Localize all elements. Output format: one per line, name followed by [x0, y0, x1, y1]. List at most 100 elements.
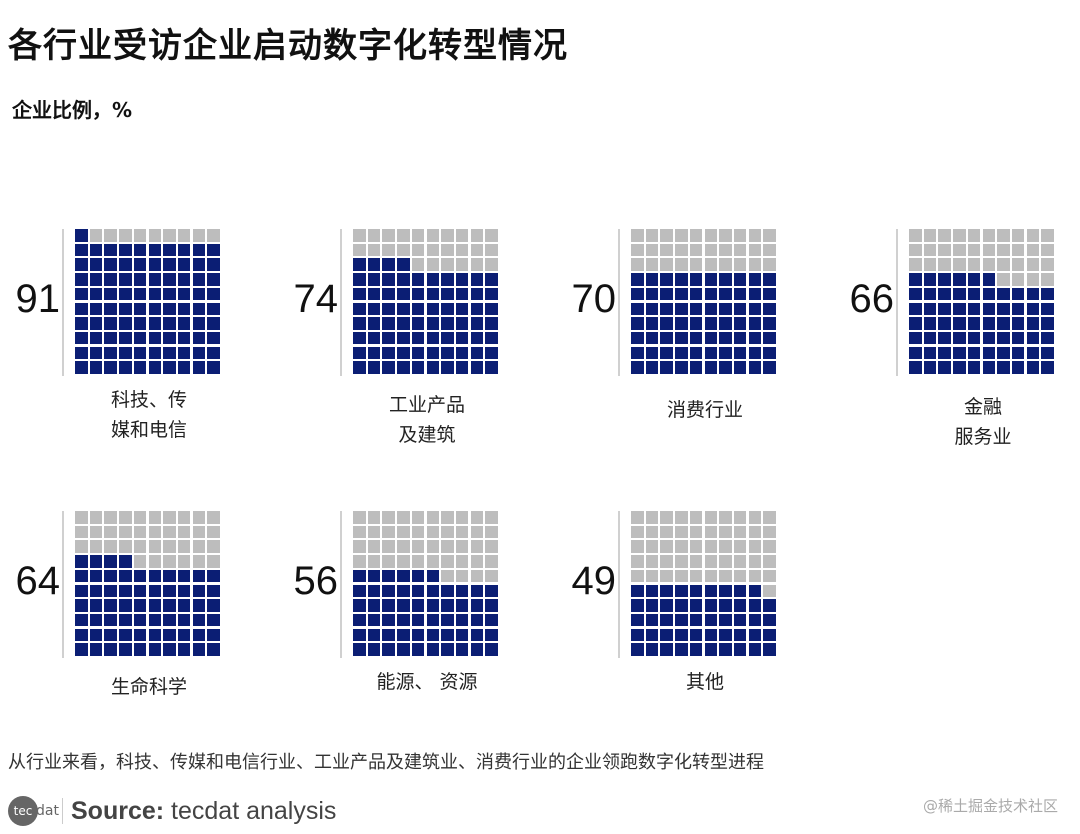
waffle-cell-filled [104, 628, 117, 642]
waffle-cell-empty [397, 525, 410, 539]
waffle-cell-empty [689, 569, 703, 583]
waffle-cell-filled [455, 613, 469, 627]
waffle-cell-empty [631, 511, 644, 524]
waffle-cell-filled [192, 273, 206, 286]
waffle-cell-filled [367, 613, 381, 627]
waffle-cell-empty [411, 555, 425, 568]
waffle-cell-filled [631, 317, 644, 330]
waffle-cell-empty [470, 229, 484, 242]
waffle-cell-empty [192, 229, 206, 242]
waffle-cell-filled [382, 569, 395, 583]
waffle-cell-empty [353, 555, 366, 568]
waffle-cell-empty [441, 229, 454, 242]
waffle-cell-filled [704, 613, 718, 627]
waffle-cell-filled [104, 599, 117, 612]
waffle-cell-filled [997, 346, 1010, 360]
waffle-cell-empty [397, 229, 410, 242]
waffle-cell-empty [192, 540, 206, 553]
waffle-cell-empty [397, 540, 410, 553]
waffle-cell-filled [485, 628, 498, 642]
waffle-cell-empty [675, 555, 688, 568]
waffle-cell-filled [382, 331, 395, 345]
waffle-cell-filled [748, 273, 762, 286]
waffle-cell-empty [660, 525, 673, 539]
waffle-cell-empty [192, 511, 206, 524]
waffle-cell-filled [192, 613, 206, 627]
waffle-cell-empty [163, 555, 176, 568]
waffle-cell-filled [997, 317, 1010, 330]
waffle-cell-empty [733, 525, 747, 539]
waffle-cell-filled [441, 584, 454, 598]
waffle-cell-filled [119, 555, 132, 568]
waffle-cell-filled [104, 258, 117, 271]
waffle-cell-empty [133, 511, 147, 524]
waffle-cell-filled [89, 584, 103, 598]
waffle-cell-filled [353, 302, 366, 316]
waffle-cell-filled [470, 331, 484, 345]
waffle-cell-empty [675, 229, 688, 242]
waffle-cell-filled [382, 346, 395, 360]
waffle-cell-filled [426, 346, 440, 360]
waffle-cell-filled [367, 361, 381, 374]
divider [340, 229, 342, 376]
waffle-cell-filled [353, 569, 366, 583]
waffle-cell-empty [163, 229, 176, 242]
waffle-cell-empty [660, 569, 673, 583]
waffle-cell-filled [133, 361, 147, 374]
waffle-cell-filled [411, 628, 425, 642]
waffle-cell-filled [645, 302, 659, 316]
waffle-cell-empty [704, 229, 718, 242]
waffle-cell-filled [411, 317, 425, 330]
waffle-cell-filled [645, 331, 659, 345]
waffle-cell-empty [982, 229, 996, 242]
waffle-cell-filled [104, 361, 117, 374]
waffle-cell-empty [689, 555, 703, 568]
waffle-cell-empty [148, 525, 162, 539]
waffle-cell-filled [177, 346, 191, 360]
waffle-cell-filled [177, 243, 191, 257]
source-divider [62, 798, 63, 824]
waffle-cell-filled [207, 346, 220, 360]
waffle-cell-filled [923, 361, 937, 374]
waffle-cell-filled [704, 287, 718, 301]
waffle-cell-filled [763, 331, 776, 345]
waffle-cell-empty [1041, 258, 1054, 271]
waffle-cell-filled [675, 584, 688, 598]
waffle-cell-filled [689, 317, 703, 330]
waffle-cell-filled [923, 287, 937, 301]
waffle-cell-empty [997, 229, 1010, 242]
waffle-cell-empty [119, 525, 132, 539]
waffle-cell-empty [982, 258, 996, 271]
waffle-cell-filled [645, 599, 659, 612]
waffle-cell-filled [367, 273, 381, 286]
waffle-cell-filled [763, 317, 776, 330]
waffle-cell-filled [353, 331, 366, 345]
waffle-cell-filled [470, 273, 484, 286]
waffle-cell-empty [631, 540, 644, 553]
waffle-cell-filled [982, 361, 996, 374]
waffle-cell-filled [470, 613, 484, 627]
waffle-cell-filled [967, 317, 981, 330]
waffle-cell-filled [411, 361, 425, 374]
waffle-cell-empty [645, 569, 659, 583]
waffle-cell-empty [441, 555, 454, 568]
waffle-cell-empty [470, 540, 484, 553]
waffle-cell-filled [1041, 317, 1054, 330]
waffle-cell-filled [645, 584, 659, 598]
waffle-cell-filled [719, 273, 732, 286]
waffle-cell-filled [133, 569, 147, 583]
waffle-cell-filled [1011, 317, 1025, 330]
waffle-cell-filled [470, 361, 484, 374]
waffle-cell-empty [1026, 258, 1040, 271]
waffle-cell-filled [485, 346, 498, 360]
waffle-cell-filled [660, 361, 673, 374]
waffle-cell-filled [719, 643, 732, 656]
waffle-cell-filled [631, 628, 644, 642]
waffle-cell-empty [675, 243, 688, 257]
waffle-cell-filled [89, 599, 103, 612]
waffle-cell-empty [689, 258, 703, 271]
waffle-cell-empty [367, 525, 381, 539]
waffle-cell-filled [485, 584, 498, 598]
divider [62, 511, 64, 658]
waffle-cell-filled [470, 584, 484, 598]
